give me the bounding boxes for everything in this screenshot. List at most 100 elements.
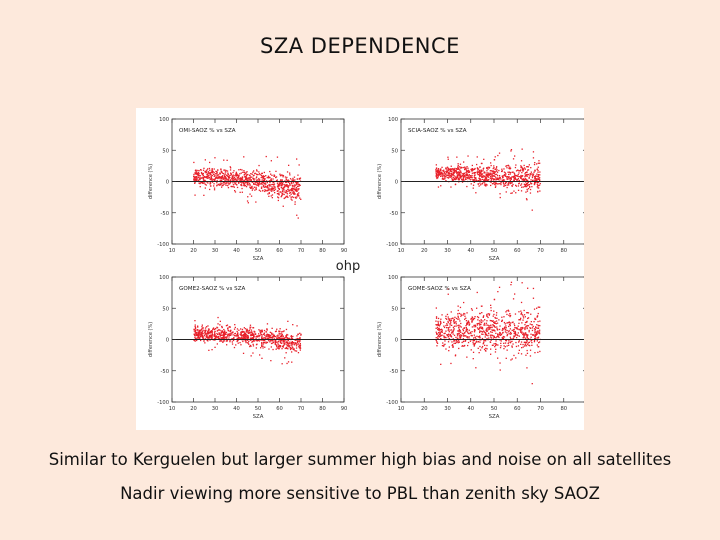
- data-point: [266, 333, 268, 335]
- data-point: [476, 163, 478, 166]
- data-point: [445, 317, 447, 320]
- data-point: [272, 187, 274, 189]
- data-point: [515, 184, 517, 186]
- data-point: [262, 175, 264, 177]
- data-point: [480, 179, 482, 181]
- data-point: [496, 328, 499, 331]
- data-point: [525, 325, 527, 328]
- data-point: [197, 337, 199, 339]
- data-point: [505, 181, 508, 183]
- data-point: [494, 186, 497, 188]
- x-tick-label: 50: [491, 248, 498, 254]
- data-point: [269, 341, 271, 343]
- x-tick-label: 30: [212, 248, 219, 254]
- data-point: [216, 182, 218, 184]
- data-point: [475, 180, 477, 182]
- data-point: [478, 185, 480, 187]
- data-point: [473, 168, 476, 170]
- data-point: [515, 341, 517, 344]
- data-point: [273, 174, 275, 176]
- data-point: [463, 176, 465, 178]
- data-point: [254, 182, 257, 184]
- data-point: [272, 190, 274, 192]
- data-point: [505, 329, 507, 331]
- data-point: [537, 351, 539, 353]
- data-point: [440, 321, 442, 323]
- data-point: [476, 323, 478, 325]
- data-point: [239, 342, 241, 344]
- data-point: [262, 186, 264, 188]
- data-point: [272, 183, 275, 186]
- data-point: [479, 173, 481, 175]
- data-point: [485, 332, 487, 334]
- data-point: [528, 344, 530, 346]
- data-point: [247, 332, 249, 334]
- data-point: [206, 173, 209, 175]
- data-point: [260, 176, 262, 179]
- data-point: [241, 178, 243, 180]
- data-point: [458, 318, 460, 320]
- data-point: [446, 170, 449, 173]
- data-point: [300, 334, 302, 336]
- data-point: [475, 192, 477, 194]
- data-point: [536, 337, 538, 339]
- data-point: [296, 194, 298, 196]
- data-point: [219, 335, 221, 337]
- data-point: [457, 178, 459, 180]
- data-point: [205, 176, 207, 178]
- data-point: [502, 337, 504, 339]
- data-point: [442, 170, 444, 172]
- data-point: [503, 342, 505, 344]
- data-point: [491, 320, 494, 322]
- data-point: [511, 321, 513, 324]
- data-point: [452, 331, 454, 333]
- data-point: [213, 171, 215, 174]
- data-point: [232, 334, 234, 336]
- data-point: [505, 173, 507, 175]
- data-point: [247, 202, 249, 204]
- data-point: [438, 329, 440, 332]
- data-point: [458, 333, 460, 335]
- data-point: [195, 331, 197, 334]
- data-point: [534, 182, 536, 184]
- data-point: [501, 168, 503, 170]
- data-point: [516, 337, 518, 339]
- data-point: [446, 170, 448, 172]
- data-point: [203, 194, 205, 196]
- panel-title: SCIA-SAOZ % vs SZA: [408, 128, 467, 134]
- data-point: [453, 168, 455, 170]
- data-point: [459, 337, 461, 339]
- data-point: [284, 180, 286, 182]
- data-point: [495, 167, 498, 169]
- data-point: [459, 163, 462, 165]
- data-point: [234, 181, 236, 183]
- data-point: [525, 354, 527, 356]
- data-point: [213, 183, 215, 185]
- data-point: [211, 331, 213, 333]
- data-point: [509, 313, 511, 315]
- data-point: [461, 314, 463, 316]
- data-point: [292, 348, 294, 350]
- data-point: [457, 166, 459, 168]
- data-point: [194, 340, 196, 342]
- data-point: [234, 175, 236, 177]
- data-point: [449, 323, 451, 325]
- data-point: [480, 305, 483, 307]
- data-point: [197, 332, 199, 334]
- data-point: [506, 186, 508, 189]
- y-tick-label: -50: [161, 369, 169, 375]
- data-point: [211, 174, 213, 177]
- data-point: [278, 332, 280, 334]
- data-point: [258, 182, 260, 184]
- data-point: [502, 179, 504, 181]
- data-point: [450, 172, 453, 175]
- data-point: [209, 183, 211, 185]
- data-point: [291, 185, 293, 187]
- data-point: [197, 334, 199, 336]
- data-point: [534, 162, 536, 164]
- data-point: [286, 346, 288, 349]
- data-point: [537, 169, 539, 172]
- data-point: [224, 171, 226, 173]
- data-point: [531, 176, 534, 179]
- data-point: [494, 183, 497, 185]
